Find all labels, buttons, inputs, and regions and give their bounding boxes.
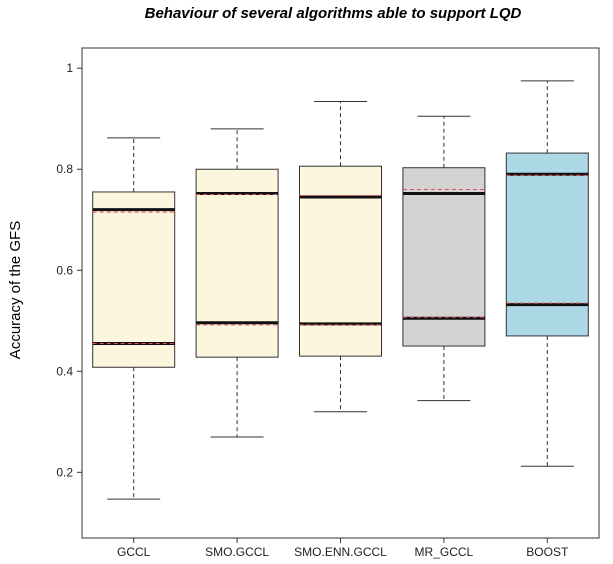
y-axis: 0.2 0.4 0.6 0.8 1	[56, 61, 82, 479]
box-body	[505, 152, 589, 337]
y-tick-label: 0.6	[56, 263, 73, 277]
box-group	[402, 115, 486, 402]
x-tick-label: MR_GCCL	[415, 545, 474, 559]
box-group	[92, 137, 176, 500]
box-group	[299, 101, 382, 413]
box-group	[505, 80, 589, 467]
box-body	[299, 165, 382, 357]
x-axis: GCCL SMO.GCCL SMO.ENN.GCCL MR_GCCL BOOST	[117, 538, 569, 559]
y-tick-label: 0.8	[56, 162, 73, 176]
y-tick-label: 0.4	[56, 364, 73, 378]
x-tick-label: BOOST	[526, 545, 569, 559]
box-body	[195, 168, 279, 358]
box-body	[402, 167, 486, 347]
x-tick-label: SMO.ENN.GCCL	[294, 545, 387, 559]
x-tick-label: GCCL	[117, 545, 151, 559]
y-tick-label: 1	[66, 61, 73, 75]
boxes-layer	[92, 80, 589, 500]
box-group	[195, 128, 279, 438]
box-body	[92, 191, 176, 368]
y-axis-label: Accuracy of the GFS	[7, 221, 24, 359]
x-tick-label: SMO.GCCL	[205, 545, 269, 559]
chart-title: Behaviour of several algorithms able to …	[145, 5, 522, 22]
y-tick-label: 0.2	[56, 465, 73, 479]
